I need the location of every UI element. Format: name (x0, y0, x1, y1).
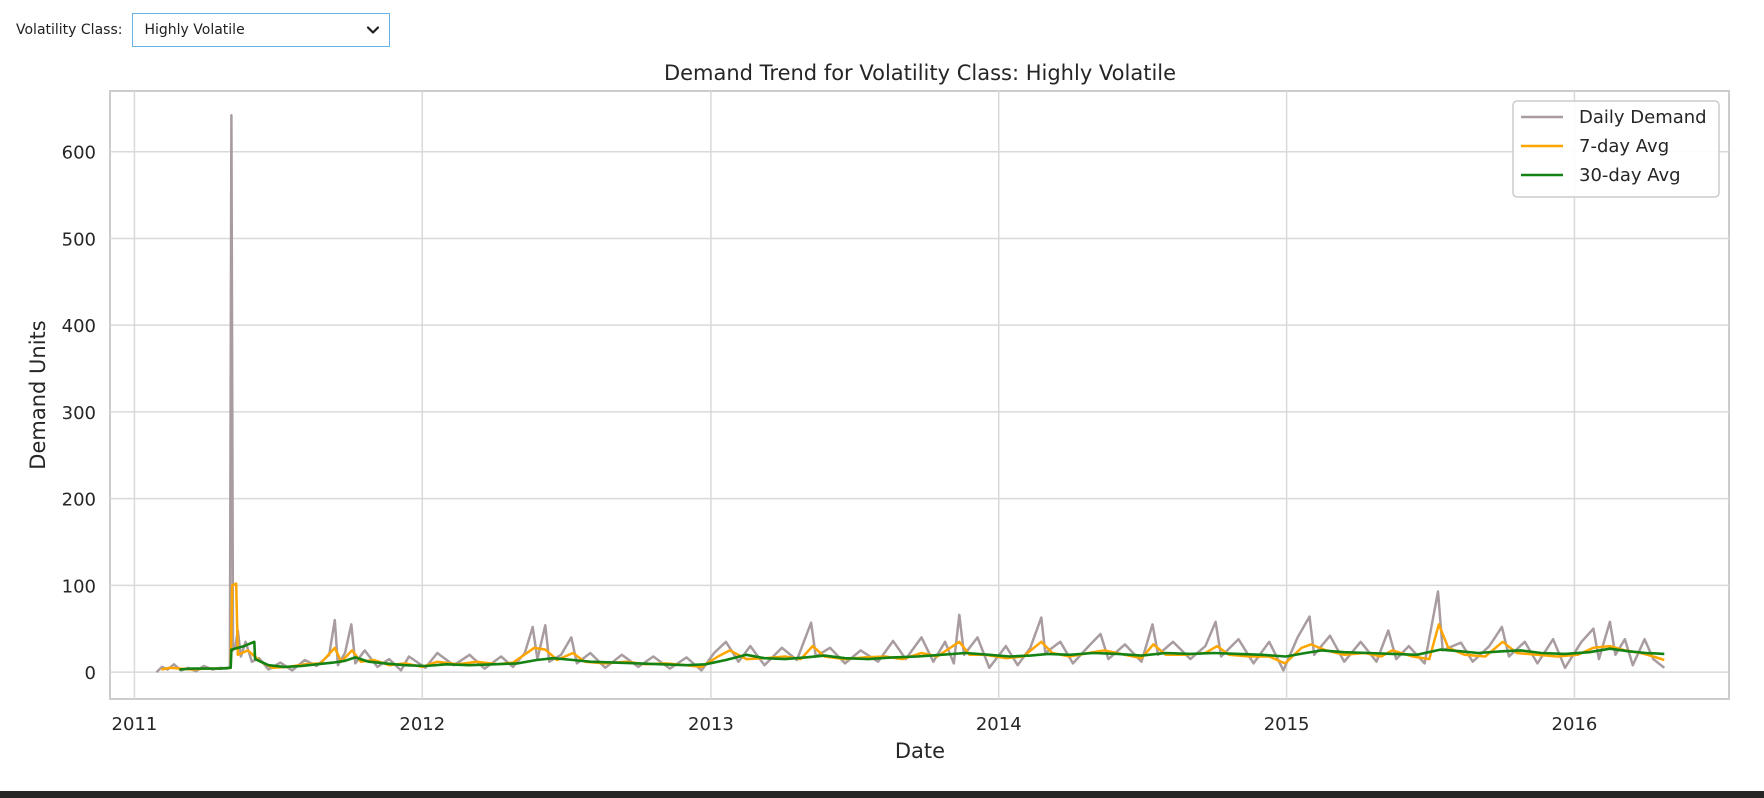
y-axis-label: Demand Units (26, 320, 50, 469)
chart-title: Demand Trend for Volatility Class: Highl… (664, 61, 1176, 85)
y-tick-label: 200 (62, 490, 96, 511)
volatility-class-control: Volatility Class: Highly Volatile (16, 12, 391, 48)
x-tick-label: 2014 (976, 714, 1022, 735)
legend-label: 7-day Avg (1579, 136, 1669, 157)
bottom-border (0, 791, 1764, 798)
legend-label: 30-day Avg (1579, 165, 1681, 186)
plot-frame (109, 90, 1730, 700)
y-tick-label: 100 (62, 576, 96, 597)
y-tick-label: 500 (62, 229, 96, 250)
chart-legend: Daily Demand 7-day Avg 30-day Avg (1512, 100, 1720, 198)
x-axis-label: Date (895, 739, 945, 763)
x-tick-label: 2012 (399, 714, 445, 735)
x-tick-label: 2015 (1264, 714, 1310, 735)
x-tick-label: 2013 (688, 714, 734, 735)
plot-area: 0 100 200 300 400 500 600 2011 2012 2013 2014 2015 2… (62, 90, 1730, 735)
x-tick-label: 2016 (1552, 714, 1598, 735)
legend-frame (1512, 100, 1720, 198)
y-tick-label: 600 (62, 143, 96, 164)
series-line-3 (179, 640, 1665, 671)
y-tick-label: 0 (85, 663, 96, 684)
legend-label: Daily Demand (1579, 107, 1707, 128)
x-tick-label: 2011 (112, 714, 158, 735)
volatility-class-label: Volatility Class: (16, 22, 123, 38)
y-tick-label: 400 (62, 316, 96, 337)
volatility-class-selected-value: Highly Volatile (144, 22, 245, 38)
volatility-class-select[interactable]: Highly Volatile (132, 13, 391, 47)
y-tick-label: 300 (62, 403, 96, 424)
chevron-down-icon[interactable] (365, 22, 381, 38)
